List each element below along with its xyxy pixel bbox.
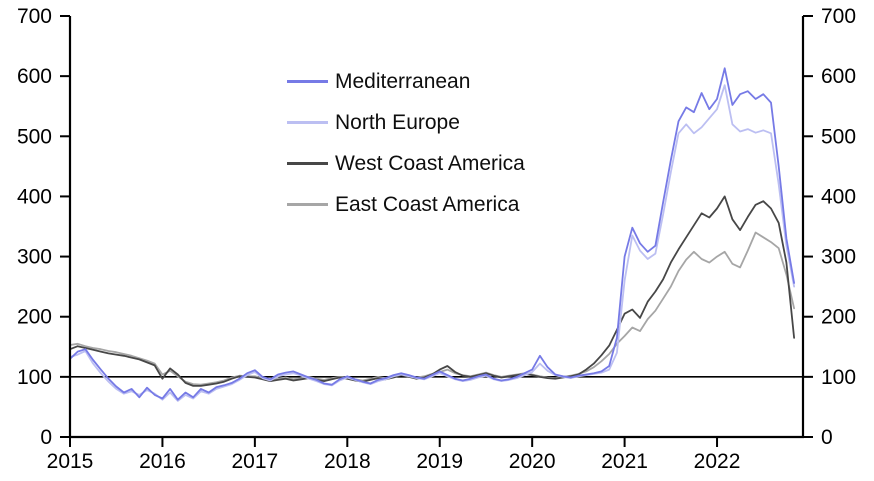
legend-line-swatch	[287, 162, 328, 165]
legend-line-swatch	[287, 203, 328, 206]
x-tick-label: 2015	[47, 450, 94, 473]
left-tick-label: 100	[17, 366, 52, 389]
x-tick-label: 2018	[324, 450, 371, 473]
legend-label: West Coast America	[335, 152, 525, 175]
legend-item-west-coast-america: West Coast America	[287, 143, 525, 184]
right-tick-label: 300	[821, 246, 856, 269]
legend-label: North Europe	[335, 111, 460, 134]
x-tick-label: 2020	[509, 450, 556, 473]
legend-label: East Coast America	[335, 193, 520, 216]
series-line-east-coast-america	[69, 231, 795, 386]
legend-line-swatch	[287, 80, 328, 83]
right-tick-label: 100	[821, 366, 856, 389]
right-tick-label: 600	[821, 65, 856, 88]
axis-tick-labels: 0 100 200 300 400 500 600 700 0 100 200 300 400 500 60…	[17, 5, 856, 473]
legend-line-swatch	[287, 121, 328, 124]
left-tick-label: 400	[17, 185, 52, 208]
left-tick-label: 0	[40, 426, 52, 449]
right-tick-label: 200	[821, 306, 856, 329]
series-line-mediterranean	[69, 67, 795, 401]
x-tick-label: 2016	[139, 450, 186, 473]
legend-item-mediterranean: Mediterranean	[287, 61, 525, 102]
left-tick-label: 500	[17, 125, 52, 148]
series-line-north-europe	[69, 84, 795, 402]
right-tick-label: 0	[821, 426, 833, 449]
legend-label: Mediterranean	[335, 70, 471, 93]
chart-legend: Mediterranean North Europe West Coast Amer…	[287, 61, 525, 225]
axes	[68, 16, 805, 439]
x-tick-label: 2017	[232, 450, 279, 473]
x-tick-label: 2019	[416, 450, 463, 473]
x-tick-label: 2022	[694, 450, 741, 473]
left-tick-label: 600	[17, 65, 52, 88]
legend-item-east-coast-america: East Coast America	[287, 184, 525, 225]
right-tick-label: 500	[821, 125, 856, 148]
left-tick-label: 300	[17, 246, 52, 269]
x-tick-label: 2021	[601, 450, 648, 473]
left-tick-label: 700	[17, 5, 52, 28]
legend-item-north-europe: North Europe	[287, 102, 525, 143]
data-series-lines	[69, 67, 795, 402]
axis-ticks	[60, 15, 813, 447]
left-tick-label: 200	[17, 306, 52, 329]
right-tick-label: 700	[821, 5, 856, 28]
right-tick-label: 400	[821, 185, 856, 208]
